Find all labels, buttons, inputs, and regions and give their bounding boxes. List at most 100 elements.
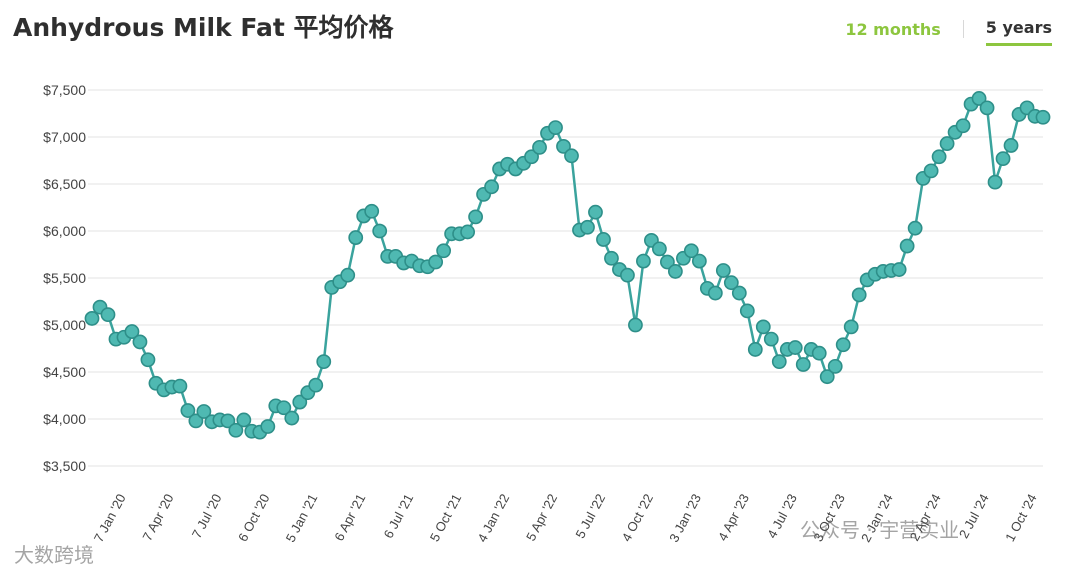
data-point[interactable] bbox=[188, 413, 204, 429]
y-tick-label: $6,500 bbox=[43, 176, 86, 192]
data-point[interactable] bbox=[891, 262, 907, 277]
data-point[interactable] bbox=[723, 275, 739, 291]
data-point[interactable] bbox=[100, 307, 116, 323]
data-point[interactable] bbox=[955, 118, 971, 134]
data-point[interactable] bbox=[548, 120, 563, 135]
data-point[interactable] bbox=[436, 243, 452, 259]
x-tick-label: 5 Oct '21 bbox=[427, 491, 464, 544]
data-point[interactable] bbox=[923, 163, 939, 179]
data-point[interactable] bbox=[564, 148, 579, 164]
tab-12-months[interactable]: 12 months bbox=[845, 19, 941, 39]
x-tick-label: 4 Apr '23 bbox=[715, 491, 752, 543]
data-point[interactable] bbox=[316, 354, 332, 370]
data-point[interactable] bbox=[707, 285, 723, 301]
y-tick-label: $7,500 bbox=[43, 82, 86, 98]
x-tick-label: 4 Oct '22 bbox=[619, 491, 656, 544]
watermark-right: 公众号 · 宇营实业 bbox=[800, 518, 960, 542]
data-point[interactable] bbox=[795, 357, 811, 372]
data-point[interactable] bbox=[771, 354, 787, 370]
data-point[interactable] bbox=[524, 149, 539, 165]
data-point[interactable] bbox=[604, 250, 619, 266]
x-tick-label: 6 Apr '21 bbox=[331, 491, 368, 543]
data-point[interactable] bbox=[228, 422, 244, 438]
data-point[interactable] bbox=[827, 358, 843, 374]
data-point[interactable] bbox=[899, 238, 915, 254]
data-point[interactable] bbox=[124, 324, 140, 339]
y-axis-ticks: $3,500 $4,000 $4,500 $5,000 $5,500 $6,000 $6,5… bbox=[43, 82, 86, 474]
data-point[interactable] bbox=[667, 264, 683, 279]
data-point[interactable] bbox=[348, 230, 364, 245]
tab-5-years[interactable]: 5 years bbox=[985, 18, 1052, 46]
data-point[interactable] bbox=[460, 224, 476, 240]
data-point[interactable] bbox=[260, 419, 276, 434]
data-point[interactable] bbox=[907, 220, 923, 236]
data-point[interactable] bbox=[755, 319, 771, 335]
data-point[interactable] bbox=[84, 311, 100, 326]
data-point[interactable] bbox=[819, 369, 835, 385]
data-point[interactable] bbox=[787, 340, 803, 355]
data-point[interactable] bbox=[731, 285, 747, 301]
data-point[interactable] bbox=[683, 243, 699, 259]
data-point[interactable] bbox=[628, 317, 643, 333]
data-point[interactable] bbox=[140, 352, 156, 368]
tab-divider bbox=[962, 20, 964, 38]
data-point[interactable] bbox=[715, 263, 731, 278]
data-point[interactable] bbox=[220, 413, 236, 429]
data-point[interactable] bbox=[596, 232, 611, 247]
data-point[interactable] bbox=[532, 139, 547, 155]
data-point[interactable] bbox=[636, 253, 651, 269]
data-point[interactable] bbox=[236, 412, 252, 428]
data-point[interactable] bbox=[843, 319, 859, 335]
x-tick-label: 4 Jul '23 bbox=[764, 491, 800, 540]
data-point[interactable] bbox=[284, 410, 300, 426]
y-tick-label: $3,500 bbox=[43, 458, 86, 474]
data-point[interactable] bbox=[995, 151, 1011, 167]
data-point[interactable] bbox=[180, 403, 196, 418]
data-point[interactable] bbox=[1035, 109, 1051, 125]
data-point[interactable] bbox=[580, 219, 595, 235]
y-tick-label: $7,000 bbox=[43, 129, 86, 145]
data-point[interactable] bbox=[372, 223, 388, 239]
data-point[interactable] bbox=[484, 179, 499, 195]
data-point[interactable] bbox=[468, 209, 483, 225]
data-point[interactable] bbox=[620, 267, 635, 283]
data-point[interactable] bbox=[835, 337, 851, 353]
data-point[interactable] bbox=[851, 287, 867, 303]
data-point[interactable] bbox=[747, 342, 763, 357]
data-point[interactable] bbox=[340, 267, 356, 283]
data-point[interactable] bbox=[971, 91, 987, 106]
data-point[interactable] bbox=[1003, 138, 1019, 153]
data-point[interactable] bbox=[659, 254, 675, 270]
data-point[interactable] bbox=[276, 400, 292, 416]
x-tick-label: 3 Jan '23 bbox=[666, 491, 704, 544]
y-tick-label: $5,500 bbox=[43, 270, 86, 286]
data-point[interactable] bbox=[739, 303, 755, 319]
data-point[interactable] bbox=[763, 331, 779, 347]
x-tick-label: 2 Jul '24 bbox=[956, 491, 992, 540]
data-point[interactable] bbox=[308, 377, 324, 393]
y-tick-label: $4,000 bbox=[43, 411, 86, 427]
data-point[interactable] bbox=[691, 253, 707, 269]
x-tick-label: 6 Oct '20 bbox=[235, 491, 272, 544]
data-point[interactable] bbox=[196, 404, 212, 419]
y-tick-label: $5,000 bbox=[43, 317, 86, 333]
data-point[interactable] bbox=[652, 241, 667, 257]
data-point[interactable] bbox=[987, 174, 1003, 190]
data-point[interactable] bbox=[979, 100, 995, 116]
series-markers bbox=[84, 91, 1051, 440]
data-point[interactable] bbox=[939, 136, 955, 151]
data-point[interactable] bbox=[556, 138, 571, 154]
page-title: Anhydrous Milk Fat 平均价格 bbox=[13, 13, 394, 42]
data-point[interactable] bbox=[292, 394, 308, 410]
data-point[interactable] bbox=[172, 378, 188, 394]
x-tick-label: 5 Jan '21 bbox=[283, 491, 321, 544]
data-point[interactable] bbox=[428, 254, 444, 270]
data-point[interactable] bbox=[588, 204, 603, 220]
y-tick-label: $6,000 bbox=[43, 223, 86, 239]
data-point[interactable] bbox=[931, 149, 947, 165]
data-point[interactable] bbox=[132, 334, 148, 350]
y-tick-label: $4,500 bbox=[43, 364, 86, 380]
data-point[interactable] bbox=[364, 203, 380, 219]
data-point[interactable] bbox=[811, 345, 827, 361]
